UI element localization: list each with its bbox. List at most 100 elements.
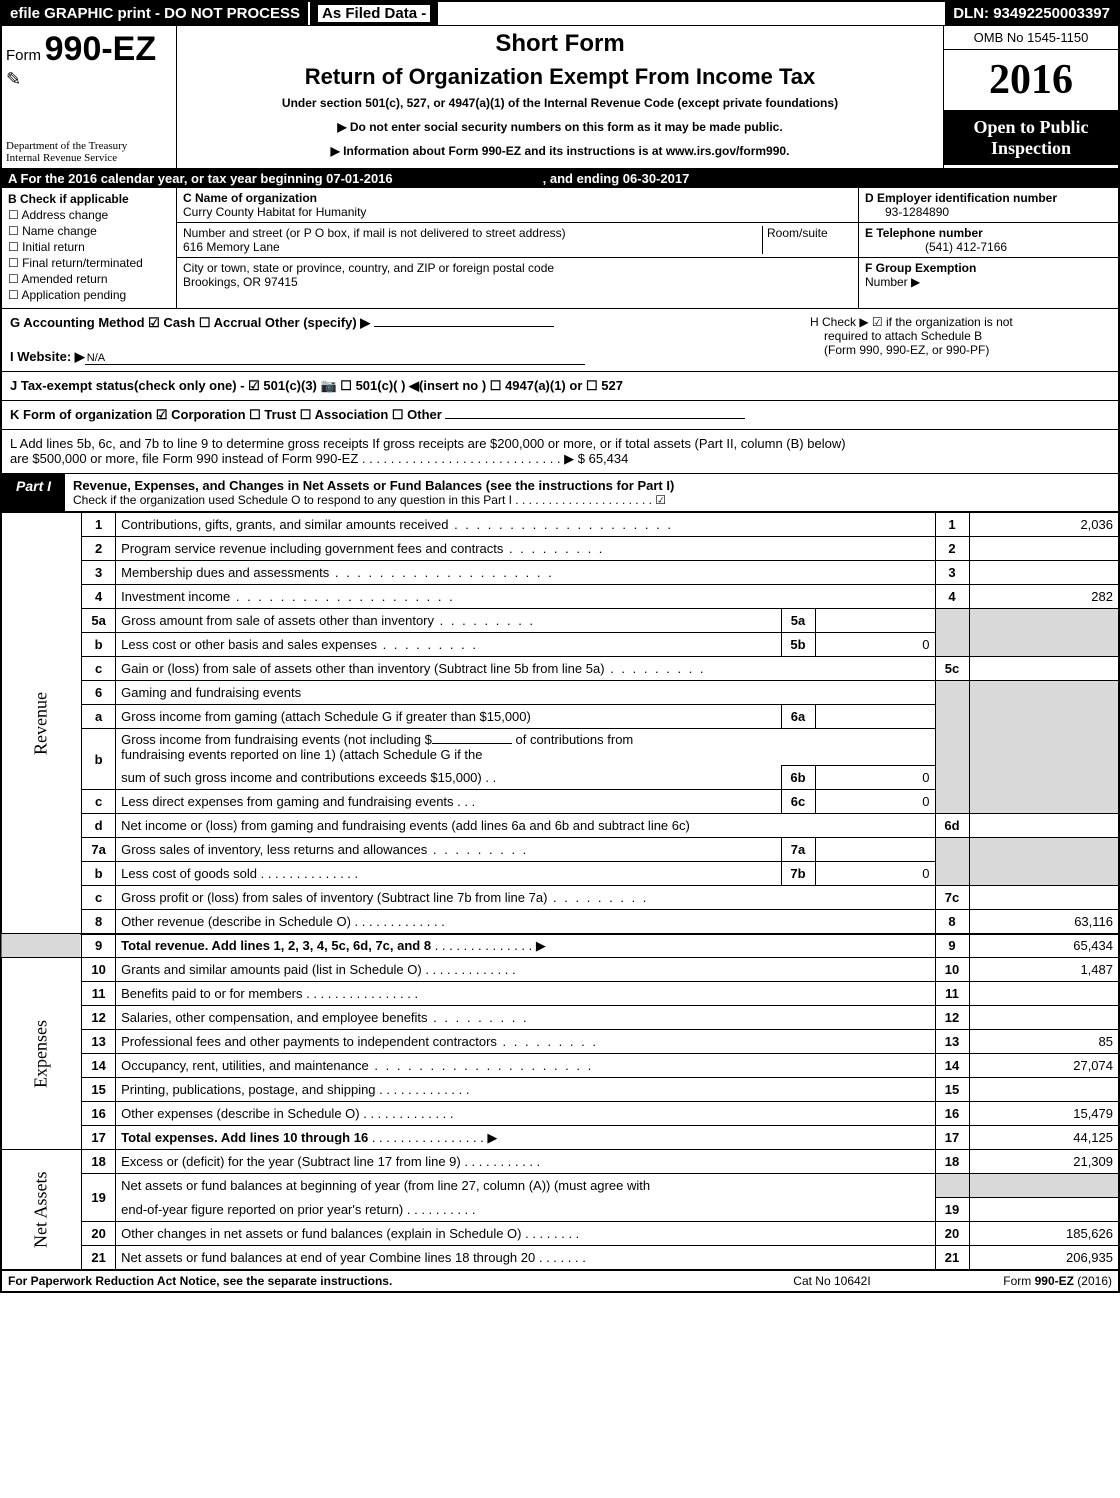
form-title-block: Short Form Return of Organization Exempt…: [177, 26, 943, 168]
c-name-label: C Name of organization: [183, 191, 317, 205]
part1-title: Revenue, Expenses, and Changes in Net As…: [65, 474, 1118, 511]
c-name-value: Curry County Habitat for Humanity: [183, 205, 366, 219]
row-a-tax-year: A For the 2016 calendar year, or tax yea…: [0, 169, 1120, 188]
under-section: Under section 501(c), 527, or 4947(a)(1)…: [185, 96, 935, 110]
form-number-block: Form 990-EZ ✎ Department of the Treasury…: [2, 26, 177, 168]
chk-application-pending[interactable]: Application pending: [8, 288, 170, 302]
chk-address-change[interactable]: Address change: [8, 208, 170, 222]
footer: For Paperwork Reduction Act Notice, see …: [0, 1270, 1120, 1293]
line-5c: c Gain or (loss) from sale of assets oth…: [1, 657, 1119, 681]
line-7c: c Gross profit or (loss) from sales of i…: [1, 886, 1119, 910]
e-value: (541) 412-7166: [865, 240, 1007, 254]
row-a-right: , and ending 06-30-2017: [543, 171, 690, 186]
h-line3: (Form 990, 990-EZ, or 990-PF): [810, 343, 1110, 357]
open-to-public: Open to Public Inspection: [944, 111, 1118, 165]
top-bar: efile GRAPHIC print - DO NOT PROCESS As …: [0, 0, 1120, 26]
line-3: 3 Membership dues and assessments 3: [1, 561, 1119, 585]
line-19-bot: end-of-year figure reported on prior yea…: [1, 1198, 1119, 1222]
short-form-title: Short Form: [185, 30, 935, 58]
c-room-label: Room/suite: [767, 226, 828, 240]
as-filed-label: As Filed Data -: [308, 2, 438, 25]
chk-initial-return[interactable]: Initial return: [8, 240, 170, 254]
c-city-label: City or town, state or province, country…: [183, 261, 554, 275]
line-8: 8 Other revenue (describe in Schedule O)…: [1, 910, 1119, 934]
line-20: 20 Other changes in net assets or fund b…: [1, 1222, 1119, 1246]
footer-catno: Cat No 10642I: [732, 1274, 932, 1288]
form-prefix: Form: [6, 47, 41, 64]
f-label: F Group Exemption: [865, 261, 976, 275]
form-header: Form 990-EZ ✎ Department of the Treasury…: [0, 26, 1120, 169]
f-label2: Number ▶: [865, 275, 920, 289]
tax-year: 2016: [944, 50, 1118, 111]
line-15: 15 Printing, publications, postage, and …: [1, 1078, 1119, 1102]
right-info-block: OMB No 1545-1150 2016 Open to Public Ins…: [943, 26, 1118, 168]
chk-name-change[interactable]: Name change: [8, 224, 170, 238]
line-1: Revenue 1 Contributions, gifts, grants, …: [1, 513, 1119, 537]
line-4: 4 Investment income 4 282: [1, 585, 1119, 609]
h-line1: H Check ▶ ☑ if the organization is not: [810, 315, 1110, 329]
c-street-value: 616 Memory Lane: [183, 240, 280, 254]
g-accounting: G Accounting Method ☑ Cash ☐ Accrual Oth…: [10, 315, 370, 330]
line-6d: d Net income or (loss) from gaming and f…: [1, 814, 1119, 838]
row-a-left: A For the 2016 calendar year, or tax yea…: [8, 171, 393, 186]
line-19-top: 19 Net assets or fund balances at beginn…: [1, 1174, 1119, 1198]
e-label: E Telephone number: [865, 226, 983, 240]
line-2: 2 Program service revenue including gove…: [1, 537, 1119, 561]
h-line2: required to attach Schedule B: [810, 329, 1110, 343]
k-text: K Form of organization ☑ Corporation ☐ T…: [10, 407, 442, 422]
c-street-label: Number and street (or P O box, if mail i…: [183, 226, 566, 240]
i-website-label: I Website: ▶: [10, 349, 85, 364]
l-line1: L Add lines 5b, 6c, and 7b to line 9 to …: [10, 436, 1110, 451]
line-5a: 5a Gross amount from sale of assets othe…: [1, 609, 1119, 633]
open-line1: Open to Public: [948, 117, 1114, 138]
row-l-gross-receipts: L Add lines 5b, 6c, and 7b to line 9 to …: [0, 430, 1120, 474]
chk-amended-return[interactable]: Amended return: [8, 272, 170, 286]
line-17: 17 Total expenses. Add lines 10 through …: [1, 1126, 1119, 1150]
pencil-icon: ✎: [6, 69, 172, 90]
d-label: D Employer identification number: [865, 191, 1057, 205]
omb-number: OMB No 1545-1150: [944, 26, 1118, 50]
part1-label: Part I: [2, 474, 65, 511]
row-g-h: G Accounting Method ☑ Cash ☐ Accrual Oth…: [0, 309, 1120, 372]
form-number: 990-EZ: [45, 30, 157, 68]
c-city-value: Brookings, OR 97415: [183, 275, 298, 289]
col-c-org-info: C Name of organization Curry County Habi…: [177, 188, 858, 308]
footer-formno: Form 990-EZ (2016): [932, 1274, 1112, 1288]
line-6: 6 Gaming and fundraising events: [1, 681, 1119, 705]
chk-final-return[interactable]: Final return/terminated: [8, 256, 170, 270]
instruction-2: ▶ Information about Form 990-EZ and its …: [185, 144, 935, 158]
part1-sub: Check if the organization used Schedule …: [73, 493, 1110, 507]
row-j-tax-exempt: J Tax-exempt status(check only one) - ☑ …: [0, 372, 1120, 401]
instruction-1: ▶ Do not enter social security numbers o…: [185, 120, 935, 134]
d-value: 93-1284890: [865, 205, 949, 219]
line-16: 16 Other expenses (describe in Schedule …: [1, 1102, 1119, 1126]
side-revenue: Revenue: [1, 513, 82, 934]
h-check-block: H Check ▶ ☑ if the organization is not r…: [810, 315, 1110, 365]
col-b-title: B Check if applicable: [8, 192, 170, 206]
side-net-assets: Net Assets: [1, 1150, 82, 1270]
l-line2: are $500,000 or more, file Form 990 inst…: [10, 451, 1110, 467]
line-11: 11 Benefits paid to or for members . . .…: [1, 982, 1119, 1006]
dln-label: DLN: 93492250003397: [945, 2, 1118, 25]
dept-treasury: Department of the Treasury: [6, 140, 172, 152]
footer-paperwork: For Paperwork Reduction Act Notice, see …: [8, 1274, 732, 1288]
line-12: 12 Salaries, other compensation, and emp…: [1, 1006, 1119, 1030]
line-21: 21 Net assets or fund balances at end of…: [1, 1246, 1119, 1270]
section-bcdef: B Check if applicable Address change Nam…: [0, 188, 1120, 309]
line-9: 9 Total revenue. Add lines 1, 2, 3, 4, 5…: [1, 934, 1119, 958]
line-13: 13 Professional fees and other payments …: [1, 1030, 1119, 1054]
dept-irs: Internal Revenue Service: [6, 152, 172, 164]
j-text: J Tax-exempt status(check only one) - ☑ …: [10, 378, 623, 393]
line-18: Net Assets 18 Excess or (deficit) for th…: [1, 1150, 1119, 1174]
col-def: D Employer identification number 93-1284…: [858, 188, 1118, 308]
efile-label: efile GRAPHIC print - DO NOT PROCESS: [2, 2, 308, 25]
part1-table: Revenue 1 Contributions, gifts, grants, …: [0, 512, 1120, 1270]
return-title: Return of Organization Exempt From Incom…: [185, 64, 935, 90]
i-website-value: N/A: [85, 352, 585, 365]
part1-header: Part I Revenue, Expenses, and Changes in…: [0, 474, 1120, 512]
open-line2: Inspection: [948, 138, 1114, 159]
side-expenses: Expenses: [1, 958, 82, 1150]
line-7a: 7a Gross sales of inventory, less return…: [1, 838, 1119, 862]
col-b-checkboxes: B Check if applicable Address change Nam…: [2, 188, 177, 308]
row-k-form-org: K Form of organization ☑ Corporation ☐ T…: [0, 401, 1120, 430]
